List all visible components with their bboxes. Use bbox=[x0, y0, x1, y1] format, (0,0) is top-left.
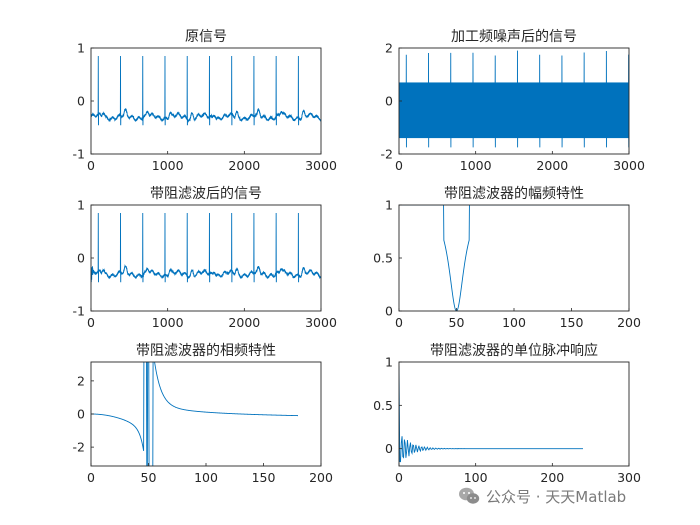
chart-title: 带阻滤波器的幅频特性 bbox=[444, 186, 584, 202]
chart-title: 加工频噪声后的信号 bbox=[451, 29, 577, 45]
y-tick-label: 1 bbox=[77, 41, 85, 56]
series-line bbox=[91, 55, 321, 126]
x-tick-label: 1000 bbox=[460, 158, 492, 173]
x-tick-label: 100 bbox=[194, 470, 218, 485]
y-tick-label: 0 bbox=[385, 441, 393, 456]
series-line bbox=[399, 205, 629, 311]
axes-box bbox=[398, 361, 630, 467]
x-tick-label: 50 bbox=[449, 315, 465, 330]
x-tick-label: 2000 bbox=[228, 315, 260, 330]
chart-title: 带阻滤波后的信号 bbox=[150, 186, 262, 202]
x-tick-label: 0 bbox=[395, 315, 403, 330]
y-tick-label: 0 bbox=[77, 251, 85, 266]
x-tick-label: 2000 bbox=[536, 158, 568, 173]
x-tick-label: 100 bbox=[464, 470, 488, 485]
x-tick-label: 0 bbox=[87, 470, 95, 485]
chart-title: 带阻滤波器的单位脉冲响应 bbox=[430, 342, 598, 359]
x-tick-label: 200 bbox=[540, 470, 564, 485]
plot-area bbox=[399, 50, 629, 148]
axes-box bbox=[90, 47, 322, 155]
y-tick-label: 1 bbox=[385, 198, 393, 213]
x-tick-label: 0 bbox=[87, 315, 95, 330]
x-tick-label: 1000 bbox=[152, 315, 184, 330]
subplot-6: 带阻滤波器的单位脉冲响应 0 100 200 300 0 0.5 1 bbox=[373, 342, 641, 485]
subplot-4: 带阻滤波器的幅频特性 0 50 100 150 200 0 0.5 1 bbox=[373, 186, 641, 330]
y-tick-label: -1 bbox=[73, 304, 85, 319]
x-tick-label: 100 bbox=[502, 315, 526, 330]
y-tick-label: -2 bbox=[381, 147, 393, 162]
plot-area bbox=[91, 362, 298, 466]
x-tick-label: 3000 bbox=[305, 158, 337, 173]
x-tick-label: 300 bbox=[617, 470, 641, 485]
x-tick-label: 3000 bbox=[613, 158, 645, 173]
chart-title: 带阻滤波器的相频特性 bbox=[136, 343, 276, 359]
plot-area bbox=[399, 366, 583, 463]
y-tick-label: -1 bbox=[73, 147, 85, 162]
x-tick-label: 0 bbox=[395, 158, 403, 173]
y-tick-label: 2 bbox=[385, 41, 393, 56]
x-tick-label: 0 bbox=[395, 470, 403, 485]
x-tick-label: 200 bbox=[617, 315, 641, 330]
y-tick-label: -2 bbox=[73, 440, 85, 455]
y-tick-label: 0.5 bbox=[373, 251, 393, 266]
axes-box bbox=[398, 204, 630, 312]
x-tick-label: 0 bbox=[87, 158, 95, 173]
series-line bbox=[91, 212, 321, 283]
series-line bbox=[91, 362, 298, 466]
plot-area bbox=[91, 212, 321, 283]
watermark: 公众号 · 天天Matlab bbox=[458, 484, 626, 508]
y-tick-label: 1 bbox=[385, 355, 393, 370]
x-tick-label: 150 bbox=[252, 470, 276, 485]
x-tick-label: 2000 bbox=[228, 158, 260, 173]
y-tick-label: 0.5 bbox=[373, 398, 393, 413]
y-tick-label: 0 bbox=[77, 407, 85, 422]
plot-area bbox=[399, 205, 629, 311]
chart-title: 原信号 bbox=[185, 29, 227, 45]
wechat-icon bbox=[459, 487, 480, 504]
y-tick-label: 2 bbox=[77, 373, 85, 388]
series-line bbox=[399, 366, 583, 463]
x-tick-label: 50 bbox=[141, 470, 157, 485]
y-tick-label: 0 bbox=[77, 94, 85, 109]
y-tick-label: 0 bbox=[385, 94, 393, 109]
axes-box bbox=[90, 204, 322, 312]
x-tick-label: 3000 bbox=[305, 315, 337, 330]
x-tick-label: 150 bbox=[560, 315, 584, 330]
y-tick-label: 1 bbox=[77, 198, 85, 213]
watermark-text: 公众号 · 天天Matlab bbox=[486, 487, 627, 506]
axes-box bbox=[90, 361, 322, 467]
y-tick-label: 0 bbox=[385, 304, 393, 319]
plot-area bbox=[91, 55, 321, 126]
series-line bbox=[399, 50, 629, 148]
x-tick-label: 200 bbox=[309, 470, 333, 485]
x-tick-label: 1000 bbox=[152, 158, 184, 173]
